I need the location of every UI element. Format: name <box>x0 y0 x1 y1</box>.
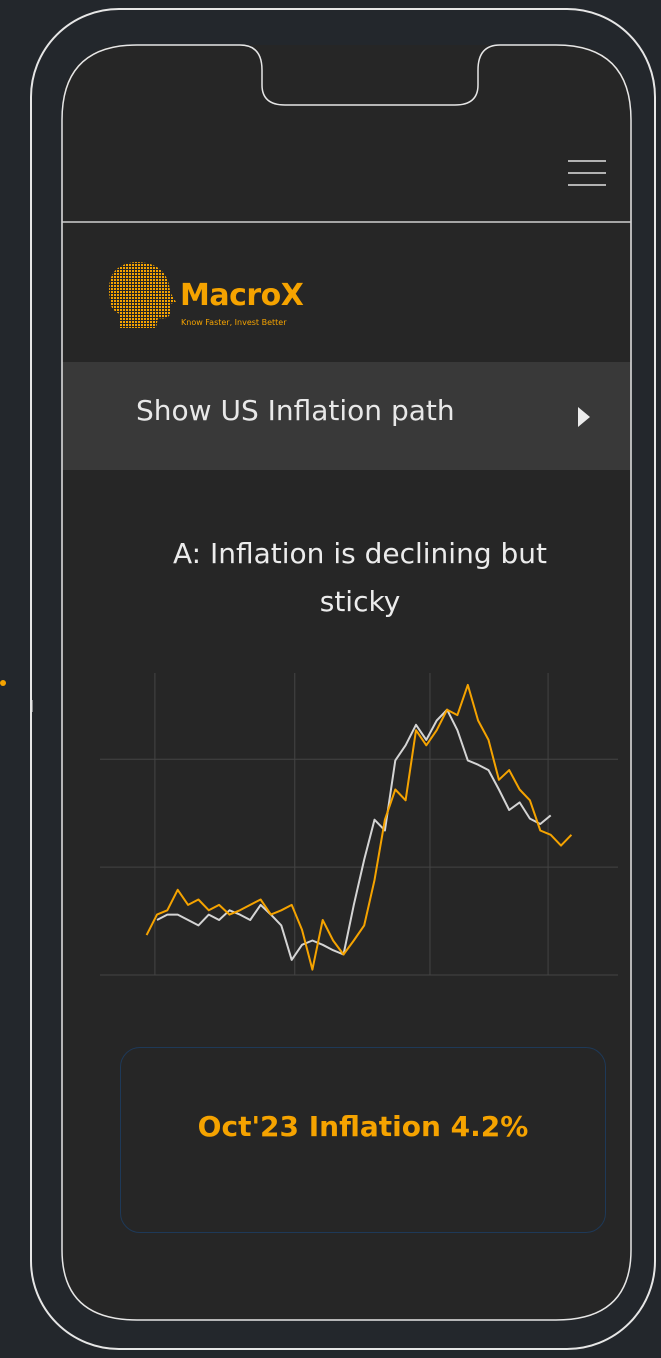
series-line <box>145 683 573 971</box>
phone-notch <box>61 44 632 1321</box>
phone-frame <box>30 8 656 1350</box>
chart-title: A: Inflation is declining but sticky <box>173 537 547 618</box>
logo-icon <box>109 262 176 328</box>
series-line <box>156 708 552 961</box>
menu-band[interactable] <box>62 362 631 470</box>
phone-screen <box>62 45 631 1320</box>
brand-tagline: Know Faster, Invest Better <box>181 318 287 327</box>
brand-name: MacroX <box>180 278 304 313</box>
arrow-icon[interactable] <box>578 407 590 427</box>
indicator-dot <box>0 680 6 686</box>
summary-text: Oct'23 Inflation 4.2% <box>197 1110 529 1143</box>
hamburger-menu[interactable] <box>568 160 606 186</box>
summary-card <box>120 1047 606 1233</box>
menu-button[interactable]: Show US Inflation path <box>136 394 455 427</box>
